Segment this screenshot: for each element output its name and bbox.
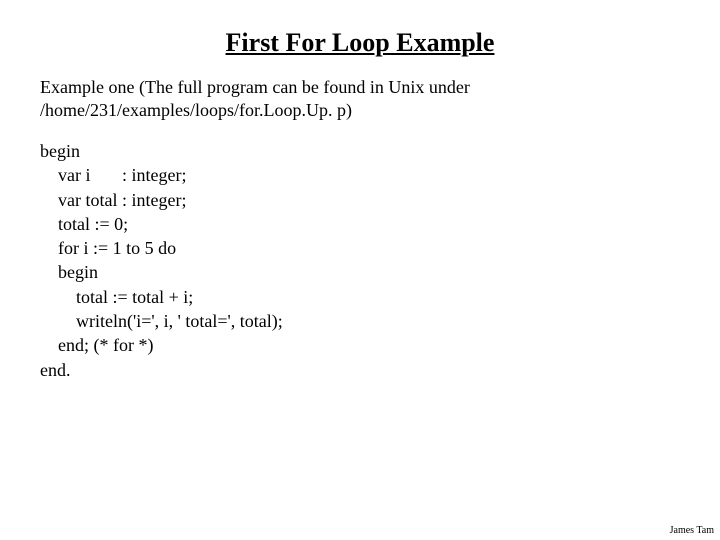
slide-title: First For Loop Example: [40, 28, 680, 58]
intro-paragraph: Example one (The full program can be fou…: [40, 76, 680, 121]
author-footer: James Tam: [670, 525, 714, 536]
code-block: begin var i : integer; var total : integ…: [40, 139, 680, 382]
